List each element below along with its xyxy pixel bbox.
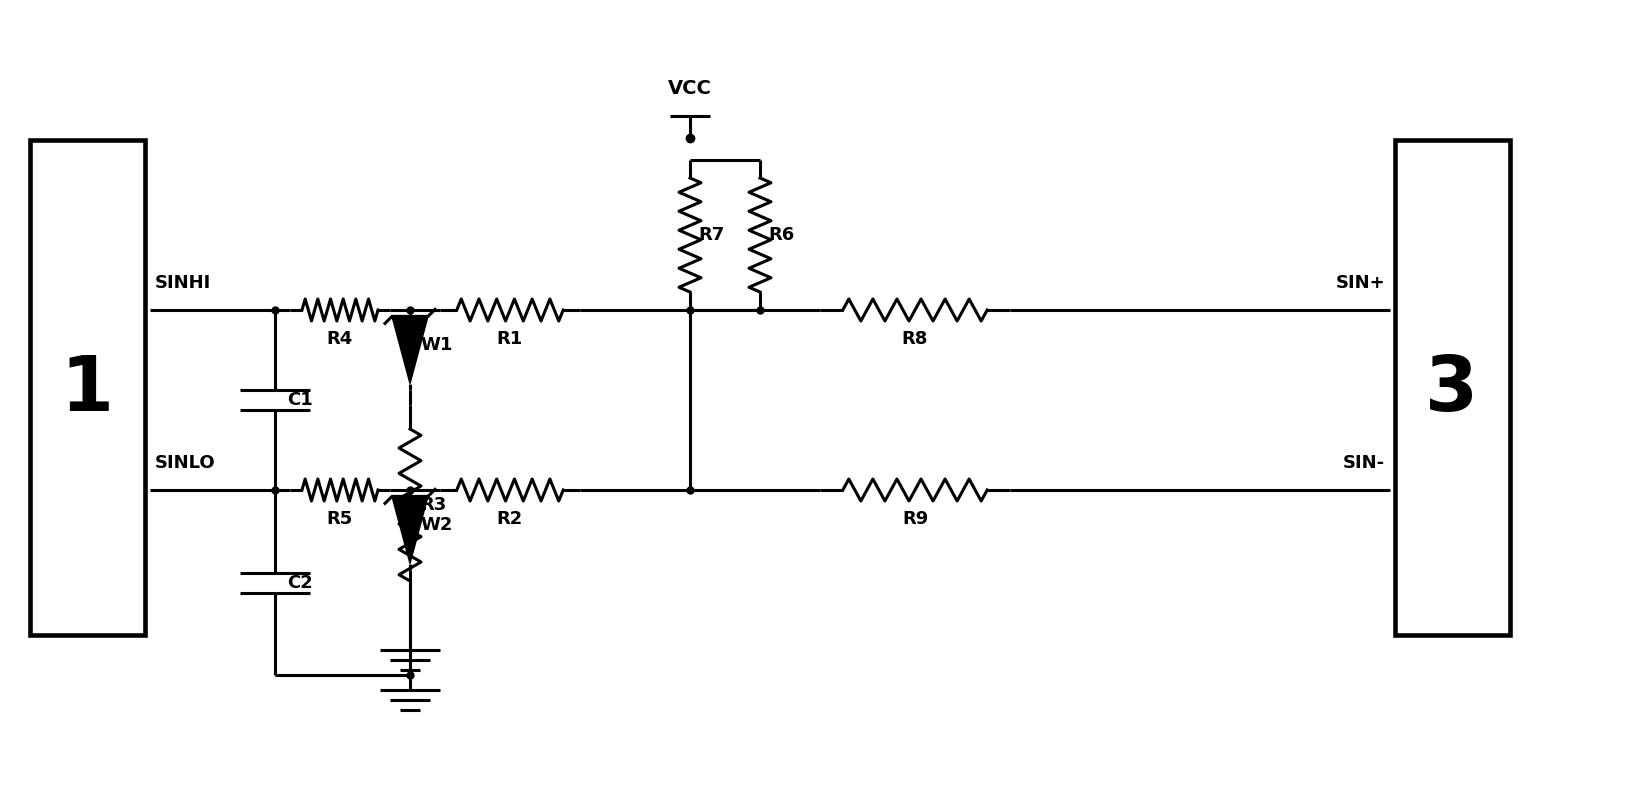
Text: R5: R5 <box>327 510 354 528</box>
Text: SINHI: SINHI <box>155 274 211 292</box>
Text: W1: W1 <box>420 336 453 354</box>
Text: SINLO: SINLO <box>155 454 216 472</box>
FancyBboxPatch shape <box>1394 140 1510 635</box>
Text: R1: R1 <box>497 330 524 348</box>
Text: 3: 3 <box>1426 353 1479 427</box>
Text: R8: R8 <box>902 330 928 348</box>
Text: R6: R6 <box>768 226 795 244</box>
FancyBboxPatch shape <box>30 140 145 635</box>
Text: SIN-: SIN- <box>1343 454 1384 472</box>
Text: R7: R7 <box>699 226 724 244</box>
Polygon shape <box>392 316 428 384</box>
Text: W2: W2 <box>420 516 453 534</box>
Text: 1: 1 <box>61 353 114 427</box>
Text: R4: R4 <box>327 330 354 348</box>
Text: C1: C1 <box>287 391 312 409</box>
Text: SIN+: SIN+ <box>1335 274 1384 292</box>
Text: C2: C2 <box>287 573 312 592</box>
Polygon shape <box>392 497 428 564</box>
Text: R3: R3 <box>420 496 446 514</box>
Text: VCC: VCC <box>667 79 712 98</box>
Text: R2: R2 <box>497 510 524 528</box>
Text: R9: R9 <box>902 510 928 528</box>
